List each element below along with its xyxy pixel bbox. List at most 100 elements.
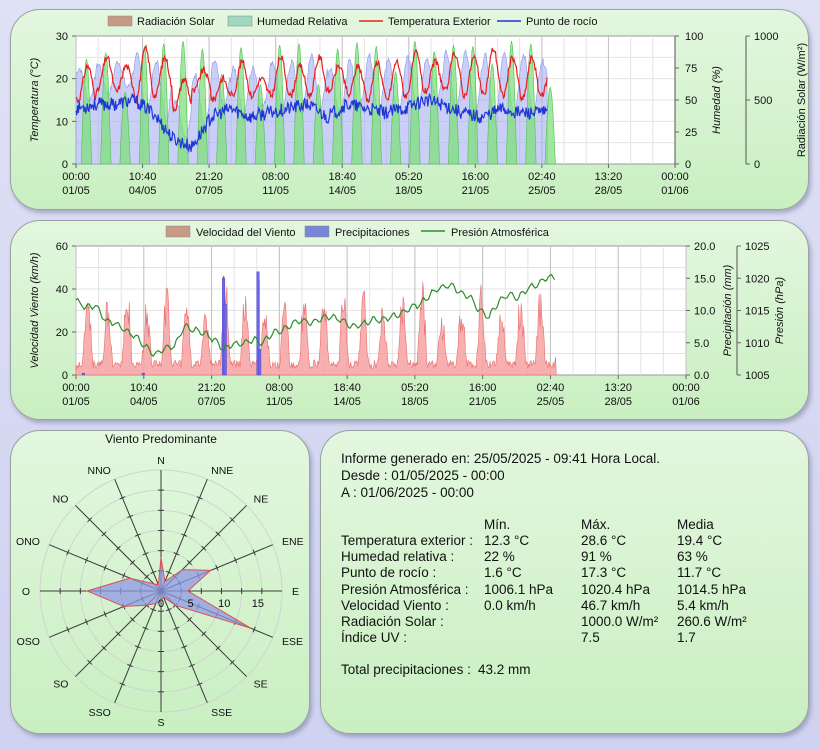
report-cell-avg: 5.4 km/h [677,597,729,613]
legend-label: Humedad Relativa [257,16,348,28]
y-tick-label: 75 [685,63,697,75]
spoke-tick [84,618,89,625]
x-tick-label: 00:00 [62,382,90,394]
x-tick-label: 21/05 [462,185,490,197]
y-axis-title: Temperatura (°C) [29,57,41,142]
direction-label: N [157,455,165,467]
report-to: A : 01/06/2025 - 00:00 [341,485,474,500]
wind-rose-area [85,557,252,629]
col-min-header: Mín. [484,517,511,532]
y-axis-title: Precipitación (mm) [722,264,734,356]
y-tick-label: 0 [62,370,68,382]
x-tick-label: 14/05 [333,396,361,408]
y-tick-label: 0 [754,159,760,171]
y-axis-title: Presión (hPa) [774,277,786,345]
x-tick-label: 25/05 [528,185,556,197]
y-tick-label: 10.0 [694,306,715,318]
x-tick-label: 16:00 [462,171,490,183]
weather-chart-panel: Radiación Solar Humedad Relativa Temperatu… [10,9,809,210]
spoke-tick [187,560,192,565]
x-tick-label: 05:20 [401,382,429,394]
y-tick-label: 60 [56,241,68,253]
spoke-tick [142,626,149,630]
wind-rose-panel: Viento Predominante N NNE NE ENE E ESE SE SSE S SS… [10,430,310,734]
wind-rain-chart-panel: Velocidad del Viento Precipitaciones Presi… [10,220,809,420]
chart-title: Viento Predominante [105,432,217,446]
y-tick-label: 1015 [745,306,769,318]
wind-rose-chart: Viento Predominante N NNE NE ENE E ESE SE SSE S SS… [16,432,304,729]
x-tick-label: 00:00 [672,382,700,394]
spoke-tick [150,608,157,612]
spoke-tick [181,533,188,537]
x-tick-label: 16:00 [469,382,497,394]
col-avg-header: Media [677,517,714,532]
spoke-tick [252,626,256,633]
report-from: Desde : 01/05/2025 - 00:00 [341,468,505,483]
legend-label: Velocidad del Viento [196,227,296,239]
legend-label: Precipitaciones [335,227,410,239]
y-tick-label: 500 [754,95,772,107]
col-max-header: Máx. [581,517,611,532]
direction-label: OSO [17,636,40,648]
spoke-tick [187,617,192,622]
report-cell-max: 7.5 [581,630,600,646]
precip-bar [256,271,260,376]
precip-bar [223,303,227,376]
temperature-line [75,44,548,113]
y-tick-label: 5.0 [694,338,709,350]
direction-label: ONO [16,536,40,548]
temperature-humidity-chart: Radiación Solar Humedad Relativa Temperatu… [29,15,808,197]
direction-label: NNO [88,465,111,477]
x-tick-label: 21:20 [198,382,226,394]
precip-bar [141,372,145,376]
y-tick-label: 40 [56,284,68,296]
y-tick-label: 50 [685,95,697,107]
x-tick-label: 25/05 [537,396,565,408]
spoke-tick [115,545,121,551]
report-cell-min: 22 % [484,549,515,565]
x-tick-label: 02:40 [537,382,565,394]
spoke-tick [127,663,134,668]
report-cell-min: 0.0 km/h [484,597,536,613]
spoke-tick [201,631,207,637]
x-tick-label: 10:40 [130,382,158,394]
legend-label: Punto de rocío [526,16,598,28]
spoke-tick [173,552,180,556]
spoke-tick [173,626,180,630]
spoke-tick [87,517,93,523]
spoke-tick [181,645,188,649]
radial-tick-label: 5 [188,598,194,610]
spoke-tick [130,560,135,565]
y-tick-label: 25 [685,127,697,139]
spoke-tick [66,549,70,556]
legend-swatch [107,15,133,27]
y-tick-label: 10 [56,116,68,128]
x-tick-label: 01/06 [672,396,700,408]
y-tick-label: 20 [56,74,68,86]
x-tick-label: 04/05 [129,185,157,197]
direction-label: ESE [282,636,303,648]
x-tick-label: 28/05 [604,396,632,408]
precip-total-label: Total precipitaciones : [341,662,471,677]
x-tick-label: 08:00 [266,382,294,394]
spoke-tick [103,611,107,618]
report-cell-avg: 260.6 W/m² [677,614,747,629]
report-generated: Informe generado en: 25/05/2025 - 09:41 … [341,451,660,466]
legend-swatch [304,225,330,238]
precip-bar [81,372,85,376]
report-panel: Informe generado en: 25/05/2025 - 09:41 … [320,430,809,734]
report-cell-label: Humedad relativa : [341,549,455,565]
spoke-tick [122,572,126,579]
x-tick-label: 21:20 [195,171,223,183]
report-cell-max: 28.6 °C [581,533,627,548]
report-cell-max: 1000.0 W/m² [581,614,659,629]
spoke-tick [196,496,203,500]
x-tick-label: 21/05 [469,396,497,408]
x-tick-label: 13:20 [595,171,623,183]
x-tick-label: 01/05 [62,396,90,408]
spoke-tick [215,645,221,651]
radial-tick-label: 15 [252,598,264,610]
spoke-tick [142,552,149,556]
x-tick-label: 18/05 [401,396,429,408]
direction-label: NNE [211,465,233,477]
